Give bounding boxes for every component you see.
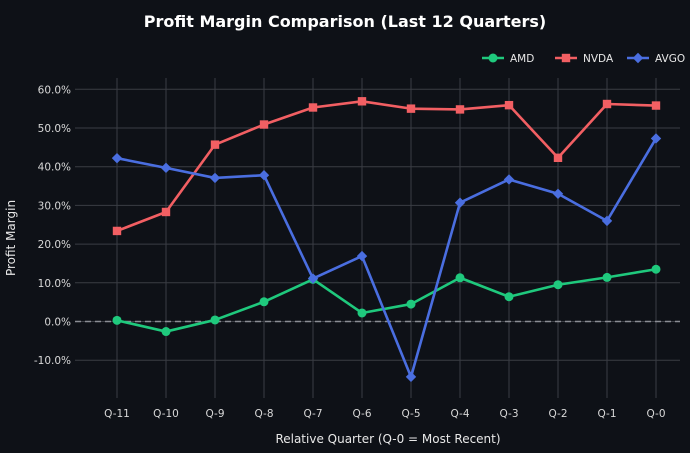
x-tick-label: Q-0 [646,408,665,420]
x-axis-title: Relative Quarter (Q-0 = Most Recent) [275,432,500,446]
legend-item-avgo[interactable]: AVGO [627,52,685,65]
x-tick-label: Q-1 [597,408,616,420]
axis-layer: -10.0% 0.0% 10.0% 20.0% 30.0% 40.0% 50.0% 60.0%… [34,84,666,420]
y-tick-label: -10.0% [34,355,71,367]
avgo-point [209,172,221,184]
x-tick-label: Q-4 [450,408,469,420]
legend-item-nvda[interactable]: NVDA [555,53,614,65]
nvda-line [115,99,658,233]
nvda-point [455,105,465,114]
amd-point [406,299,416,309]
x-tick-label: Q-7 [303,408,322,420]
avgo-point [111,152,123,164]
y-tick-label: 0.0% [44,317,71,329]
avgo-point [405,371,417,383]
y-tick-label: 50.0% [38,123,71,135]
x-tick-label: Q-10 [153,408,179,420]
amd-point [455,273,465,283]
avgo-point [503,174,515,185]
y-tick-label: 20.0% [38,239,71,251]
x-tick-label: Q-6 [352,408,371,420]
legend-marker-nvda [561,53,571,63]
avgo-point [258,170,270,181]
amd-point [504,292,514,302]
avgo-line [115,137,658,379]
legend-label-avgo: AVGO [655,53,685,65]
x-tick-label: Q-11 [104,408,130,420]
y-tick-label: 60.0% [38,84,71,96]
amd-line [115,267,658,333]
legend-marker-avgo [632,52,644,64]
y-tick-label: 40.0% [38,162,71,174]
nvda-point [357,97,367,106]
nvda-point [161,207,171,217]
avgo-point [307,273,319,284]
avgo-point [552,188,564,199]
avgo-point [650,133,662,144]
series-nvda [112,97,661,236]
nvda-point [504,100,514,110]
nvda-point [112,226,122,236]
y-tick-label: 30.0% [38,200,71,212]
nvda-point [553,153,563,162]
legend[interactable]: AMD NVDA AVGO [482,52,685,65]
x-tick-label: Q-5 [401,408,420,420]
x-tick-label: Q-9 [205,408,224,420]
avgo-point [454,197,466,208]
amd-point [602,272,612,282]
amd-point [259,297,269,307]
x-tick-label: Q-3 [499,408,518,420]
nvda-point [651,101,661,110]
series-avgo [111,133,662,383]
y-tick-label: 10.0% [38,278,71,290]
x-tick-label: Q-8 [254,408,273,420]
y-axis-title: Profit Margin [4,200,18,276]
legend-item-amd[interactable]: AMD [482,53,534,65]
legend-marker-amd [488,53,498,63]
legend-label-nvda: NVDA [583,53,614,65]
avgo-point [160,162,172,174]
nvda-point [602,99,612,109]
series-layer [111,97,662,383]
amd-point [161,327,171,337]
amd-point [357,308,367,318]
avgo-point [356,250,368,262]
nvda-point [259,120,269,129]
amd-point [112,315,122,325]
amd-point [210,315,220,325]
series-amd [112,264,661,337]
nvda-point [210,140,220,149]
avgo-point [601,215,613,227]
legend-label-amd: AMD [510,53,534,65]
amd-point [553,280,563,290]
amd-point [651,264,661,274]
chart-title: Profit Margin Comparison (Last 12 Quarte… [144,12,547,31]
x-tick-label: Q-2 [548,408,567,420]
nvda-point [406,104,416,113]
grid-layer [75,78,680,398]
nvda-point [308,103,318,112]
